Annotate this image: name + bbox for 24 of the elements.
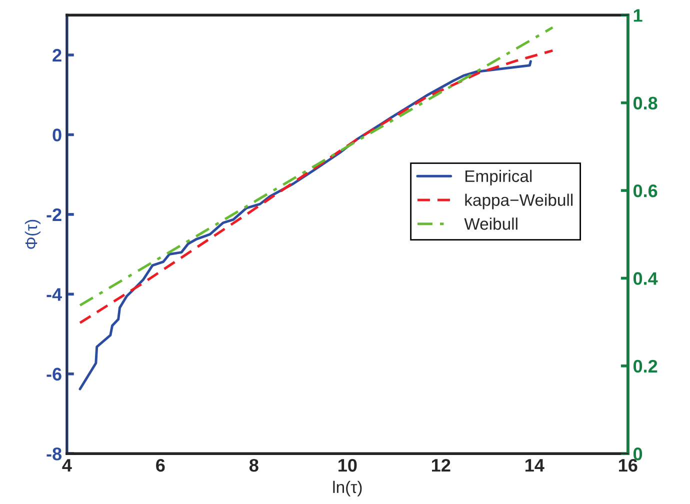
y-axis-title: Φ(τ) [24,220,40,249]
x-tick-label: 14 [526,459,544,472]
x-axis-title: ln(τ) [333,480,362,496]
y-tick-label: -8 [46,448,62,460]
legend-label: Empirical [466,170,532,186]
x-tick-label: 6 [156,458,165,472]
y-tick-label: -4 [46,288,62,301]
x-tick-label: 12 [432,458,450,472]
y-tick-label: 2 [52,48,62,62]
legend-label: Weibull [464,218,518,230]
legend-label: kappa−Weibull [465,194,573,210]
y2-tick-label: 0.8 [633,96,658,110]
y-tick-label: -2 [46,208,62,221]
y2-tick-label: 0.4 [633,272,658,285]
y2-tick-label: 1 [634,9,642,22]
x-tick-label: 10 [338,458,357,472]
y2-tick-label: 0.2 [633,360,658,373]
y-tick-label: 0 [52,128,62,142]
x-tick-label: 4 [62,459,72,472]
x-tick-label: 16 [618,458,638,472]
y2-tick-label: 0.6 [633,184,658,198]
x-tick-label: 8 [249,458,258,472]
y-tick-label: -6 [46,368,62,381]
y2-tick-label: 0 [633,448,642,460]
